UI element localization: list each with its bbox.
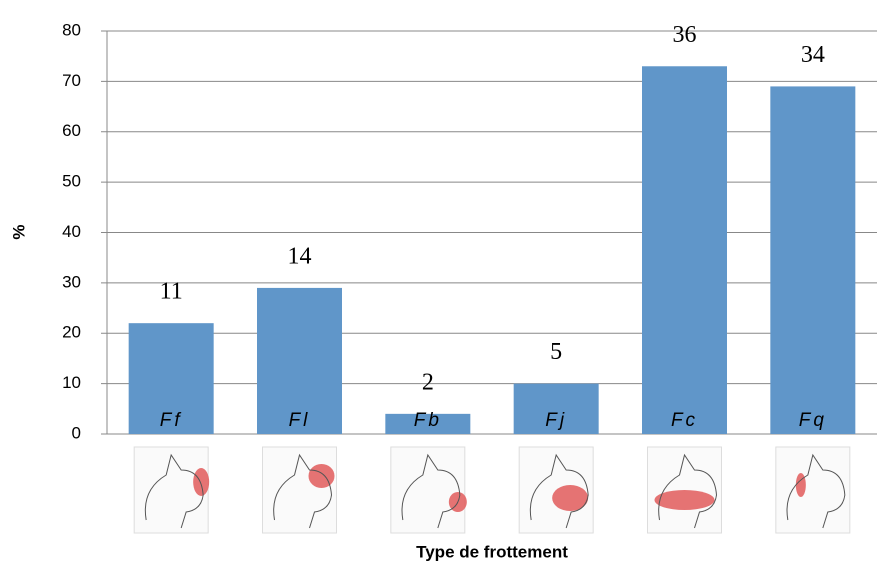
y-tick-label: 0 xyxy=(72,423,81,442)
count-label: 2 xyxy=(422,369,434,395)
illustration-frame xyxy=(262,446,337,534)
y-tick-label: 80 xyxy=(62,20,81,39)
rubbed-area xyxy=(654,490,715,510)
cat-illustration xyxy=(518,446,594,534)
cat-illustration xyxy=(262,446,337,534)
bar xyxy=(770,86,856,434)
bar xyxy=(257,287,342,434)
cat-illustration xyxy=(133,446,210,534)
count-label: 5 xyxy=(550,339,562,365)
rubbed-area xyxy=(552,485,589,511)
bar xyxy=(385,413,471,434)
y-tick-label: 20 xyxy=(62,323,81,342)
cat-outline xyxy=(401,453,461,529)
cat-illustration xyxy=(647,446,722,534)
cat-outline xyxy=(144,453,204,529)
category-label: Fc xyxy=(671,410,698,431)
cat-illustration xyxy=(775,446,851,534)
illustration-frame xyxy=(775,446,851,534)
y-tick-label: 10 xyxy=(62,373,81,392)
cat-illustration xyxy=(390,446,467,534)
category-label: Ff xyxy=(160,410,183,431)
y-tick-label: 30 xyxy=(62,272,81,291)
y-tick-label: 70 xyxy=(62,71,81,90)
bar xyxy=(642,66,727,434)
category-label: Fq xyxy=(799,410,827,431)
y-tick-label: 50 xyxy=(62,172,81,191)
y-axis-title: % xyxy=(9,224,28,239)
bar xyxy=(513,383,599,434)
count-label: 14 xyxy=(288,243,312,269)
rubbed-area xyxy=(193,468,210,496)
count-label: 36 xyxy=(673,22,697,48)
cat-outline xyxy=(786,453,846,529)
cat-outline xyxy=(273,453,333,529)
category-label: Fb xyxy=(414,410,442,431)
y-tick-label: 60 xyxy=(62,121,81,140)
y-tick-label: 40 xyxy=(62,222,81,241)
category-label: Fj xyxy=(545,410,567,431)
category-label: Fl xyxy=(289,410,311,431)
illustration-frame xyxy=(390,446,466,534)
cat-outline xyxy=(658,453,718,529)
count-label: 11 xyxy=(160,279,183,305)
rubbed-area xyxy=(795,473,806,497)
cat-outline xyxy=(529,453,589,529)
rubbed-area xyxy=(308,464,335,488)
bar xyxy=(128,323,214,434)
count-label: 34 xyxy=(801,42,825,68)
x-axis-title: Type de frottement xyxy=(416,542,568,561)
